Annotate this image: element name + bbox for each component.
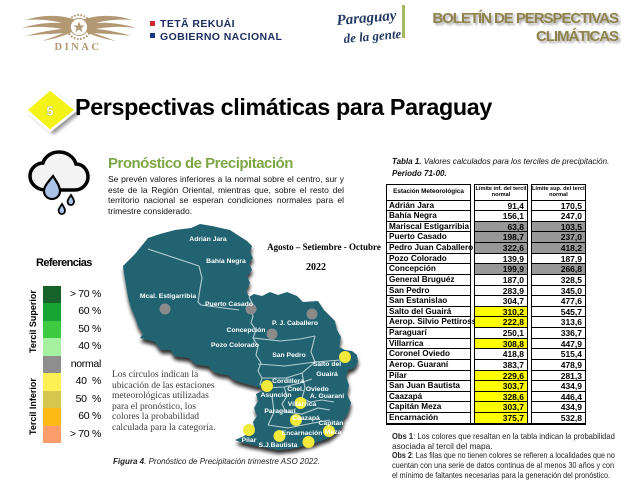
svg-text:San Pedro: San Pedro: [272, 352, 306, 359]
svg-text:Concepción: Concepción: [227, 327, 266, 334]
svg-text:Cordillera: Cordillera: [272, 378, 304, 385]
svg-text:Salto del: Salto del: [313, 361, 341, 368]
svg-text:Paraguarí: Paraguarí: [264, 408, 296, 415]
svg-text:Pozo Colorado: Pozo Colorado: [211, 342, 259, 349]
svg-text:P. J. Caballero: P. J. Caballero: [272, 320, 318, 327]
svg-text:Villarrica: Villarrica: [288, 401, 317, 408]
svg-text:Asunción: Asunción: [261, 392, 292, 399]
svg-text:Adrián Jara: Adrián Jara: [189, 236, 227, 243]
svg-text:Mcal. Estigarribia: Mcal. Estigarribia: [140, 293, 197, 300]
svg-text:de la gente: de la gente: [343, 26, 402, 46]
svg-text:Puerto Casado: Puerto Casado: [205, 301, 253, 308]
svg-text:Paraguay: Paraguay: [336, 8, 398, 29]
svg-text:Pilar: Pilar: [242, 437, 257, 444]
svg-text:Capitán: Capitán: [319, 420, 344, 427]
svg-text:A. Guaraní: A. Guaraní: [310, 393, 345, 400]
svg-text:5: 5: [47, 105, 54, 119]
svg-text:S.J.Bautista: S.J.Bautista: [259, 442, 298, 449]
svg-text:Bahía Negra: Bahía Negra: [206, 258, 246, 265]
svg-text:Encarnación: Encarnación: [282, 430, 323, 437]
svg-text:Guairá: Guairá: [316, 371, 338, 378]
svg-text:Cnel. Oviedo: Cnel. Oviedo: [287, 386, 329, 393]
svg-text:DINAC: DINAC: [55, 42, 102, 52]
svg-text:Meza: Meza: [325, 429, 342, 436]
svg-text:Caazapá: Caazapá: [292, 415, 320, 422]
